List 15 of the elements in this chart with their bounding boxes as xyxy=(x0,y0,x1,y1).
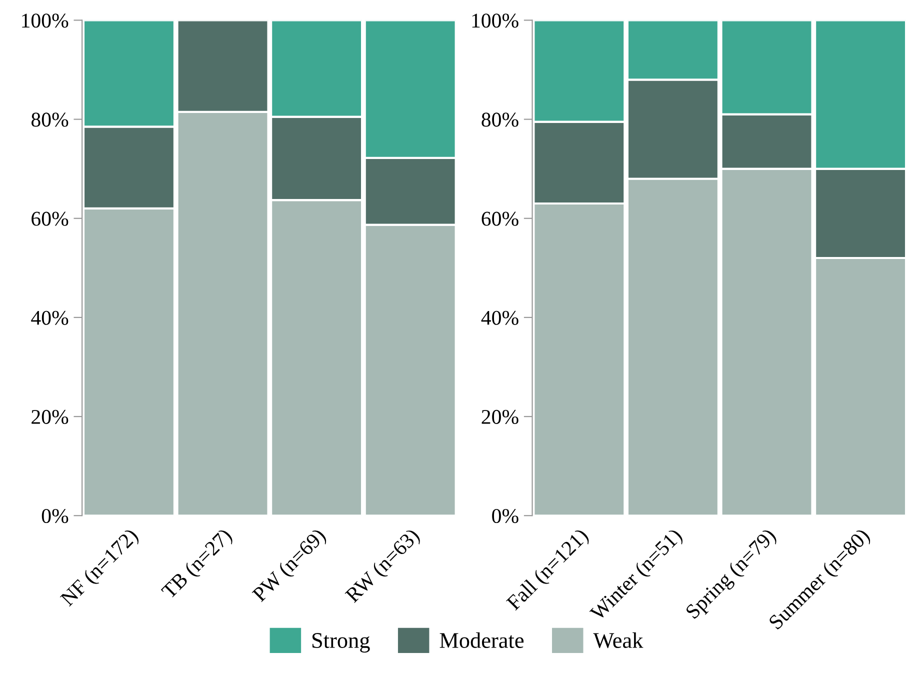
y-tick-label: 60% xyxy=(482,212,518,226)
y-tick-label: 100% xyxy=(22,14,68,28)
y-tick-label: 80% xyxy=(482,112,518,127)
y-tick-label: 100% xyxy=(472,14,518,28)
y-tick-label: 0% xyxy=(492,508,518,524)
legend-label: Moderate xyxy=(440,632,524,648)
legend-label: Strong xyxy=(312,633,370,653)
y-tick-label: 20% xyxy=(32,410,68,424)
legend-label: Weak xyxy=(593,632,644,648)
y-tick-label: 40% xyxy=(481,310,518,325)
y-tick-label: 20% xyxy=(482,410,518,424)
y-tick-label: 0% xyxy=(42,508,68,524)
y-tick-label: 40% xyxy=(31,310,68,325)
y-tick-label: 80% xyxy=(31,112,68,127)
y-tick-label: 60% xyxy=(32,212,68,226)
